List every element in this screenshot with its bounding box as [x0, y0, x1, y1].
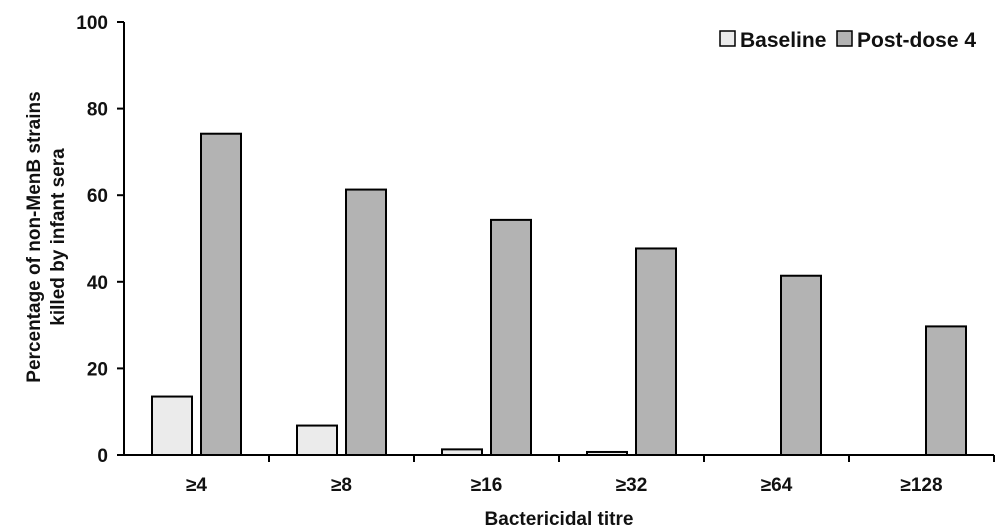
x-tick-label: ≥4 — [186, 475, 207, 496]
bar-post-dose-4-1 — [200, 132, 242, 457]
x-tick-label: ≥128 — [900, 475, 942, 496]
y-tick-label: 100 — [76, 13, 108, 34]
y-tick-label: 40 — [87, 273, 108, 294]
y-axis-title-line-2: killed by infant sera — [48, 148, 69, 326]
x-tick-label: ≥32 — [616, 475, 648, 496]
legend: Baseline Post-dose 4 — [719, 29, 976, 52]
bar-baseline-2 — [296, 424, 338, 456]
y-axis-title: Percentage of non-MenB strains killed by… — [24, 91, 69, 382]
bar-post-dose-4-2 — [345, 188, 387, 456]
bar-post-dose-4-5 — [780, 274, 822, 456]
x-tick-label: ≥8 — [331, 475, 352, 496]
y-tick-label: 80 — [87, 100, 108, 121]
bar-post-dose-4-4 — [635, 247, 677, 456]
x-tick-label: ≥64 — [761, 475, 793, 496]
legend-label-post-dose-4: Post-dose 4 — [857, 29, 976, 52]
y-axis-title-line-1: Percentage of non-MenB strains — [24, 91, 45, 382]
y-tick-label: 60 — [87, 186, 108, 207]
legend-swatch-post-dose-4 — [836, 30, 853, 47]
y-axis: 0 20 40 60 80 100 — [76, 13, 124, 467]
bars — [151, 132, 967, 457]
y-tick-label: 0 — [97, 446, 108, 467]
legend-swatch-baseline — [719, 30, 736, 47]
y-tick-label: 20 — [87, 359, 108, 380]
bar-baseline-1 — [151, 395, 193, 457]
x-axis-tick-labels: ≥4 ≥8 ≥16 ≥32 ≥64 ≥128 — [186, 455, 995, 496]
bar-post-dose-4-6 — [925, 325, 967, 456]
x-axis-title: Bactericidal titre — [485, 509, 634, 530]
bar-post-dose-4-3 — [490, 218, 532, 456]
legend-label-baseline: Baseline — [740, 29, 826, 52]
x-tick-label: ≥16 — [471, 475, 503, 496]
